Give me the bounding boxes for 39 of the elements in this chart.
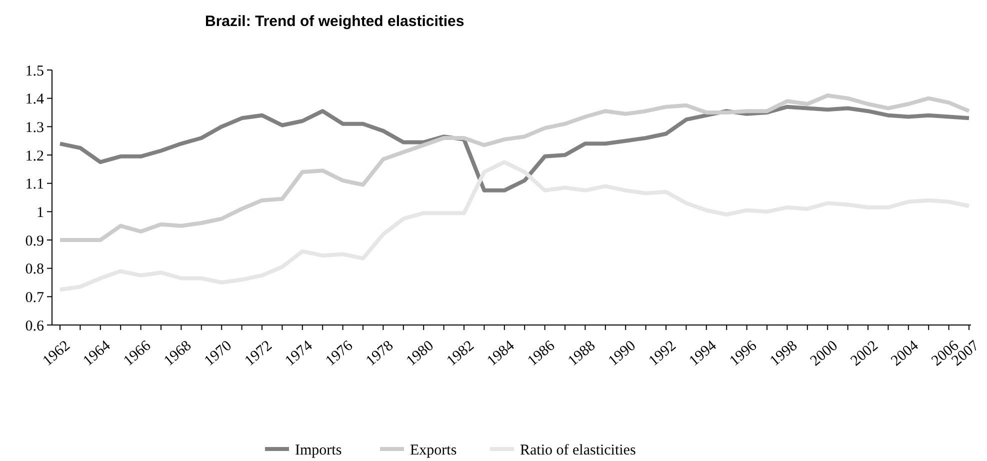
- x-tick-label: 1982: [444, 338, 478, 370]
- x-tick-label: 1990: [606, 338, 639, 370]
- x-tick-label: 1978: [363, 338, 397, 370]
- x-tick-label: 1974: [282, 338, 316, 370]
- x-tick-label: 1998: [767, 338, 801, 370]
- x-tick-label: 1994: [686, 338, 720, 370]
- x-tick-label: 1992: [646, 338, 680, 370]
- chart-title: Brazil: Trend of weighted elasticities: [205, 13, 464, 30]
- x-tick-label: 1970: [202, 338, 235, 370]
- y-tick-label: 1: [36, 204, 44, 221]
- y-tick-label: 0.9: [25, 233, 44, 250]
- legend-label: Ratio of elasticities: [520, 442, 636, 458]
- x-tick-label: 2002: [848, 338, 882, 370]
- x-tick-label: 1964: [80, 338, 114, 370]
- y-tick-label: 1.3: [25, 120, 44, 136]
- legend-label: Imports: [295, 442, 342, 458]
- x-tick-label: 1988: [565, 338, 599, 370]
- x-tick-label: 1984: [484, 338, 518, 370]
- legend-label: Exports: [410, 442, 457, 458]
- y-tick-label: 1.4: [25, 92, 44, 108]
- y-tick-label: 1.2: [25, 148, 44, 164]
- x-tick-label: 2000: [808, 338, 841, 370]
- line-series: [58, 104, 971, 192]
- x-tick-label: 1972: [242, 338, 276, 370]
- y-tick-label: 0.6: [25, 318, 44, 334]
- x-tick-label: 1968: [161, 338, 195, 370]
- x-tick-label: 2004: [888, 338, 922, 370]
- line-series: [58, 160, 971, 292]
- x-tick-label: 1966: [120, 338, 155, 370]
- x-tick-label: 1980: [404, 338, 437, 370]
- x-tick-label: 1976: [322, 338, 357, 370]
- y-tick-label: 0.8: [25, 262, 44, 278]
- x-tick-label: 1986: [524, 338, 559, 370]
- y-tick-label: 1.1: [25, 176, 44, 193]
- x-tick-label: 1962: [40, 338, 74, 370]
- line-series: [58, 94, 971, 242]
- x-tick-label: 1996: [726, 338, 761, 370]
- y-tick-label: 0.7: [25, 290, 44, 306]
- y-tick-label: 1.5: [25, 63, 44, 80]
